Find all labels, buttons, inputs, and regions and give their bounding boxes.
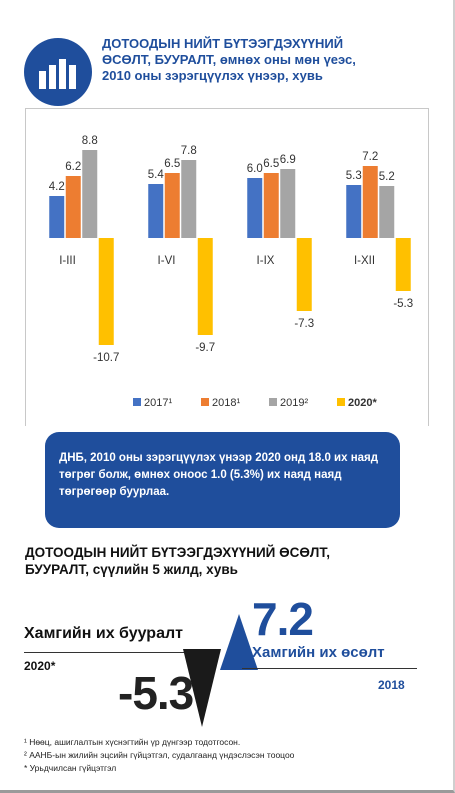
bar-2018-I-III bbox=[65, 176, 81, 238]
data-label: 6.9 bbox=[280, 154, 296, 166]
legend-label-2017: 2017¹ bbox=[144, 397, 172, 409]
max-decline-value: -5.3 bbox=[118, 667, 194, 719]
divider-line bbox=[24, 652, 216, 653]
data-label: -5.3 bbox=[393, 298, 413, 310]
bar-2020-I-IX bbox=[296, 238, 312, 311]
category-label: I-VI bbox=[158, 255, 176, 267]
bar-chart-icon bbox=[24, 38, 92, 106]
data-label: 8.8 bbox=[82, 135, 98, 147]
legend-swatch-2017 bbox=[133, 398, 141, 406]
data-label: 6.5 bbox=[263, 158, 279, 170]
bar-2019-I-VI bbox=[181, 160, 197, 238]
footnote-1: ¹ Нөөц, ашиглалтын хүснэгтийн үр дүнгээр… bbox=[24, 737, 241, 747]
data-label: 6.0 bbox=[247, 163, 263, 175]
category-label: I-XII bbox=[354, 255, 375, 267]
data-label: 5.4 bbox=[148, 169, 165, 181]
summary-callout: ДНБ, 2010 оны зэрэгцүүлэх үнээр 2020 онд… bbox=[45, 432, 400, 528]
down-triangle-icon bbox=[183, 649, 221, 727]
data-label: 6.5 bbox=[164, 158, 180, 170]
max-growth-value: 7.2 bbox=[252, 593, 314, 645]
bar-2018-I-XII bbox=[362, 166, 378, 238]
legend-swatch-2018 bbox=[201, 398, 209, 406]
data-label: 7.8 bbox=[181, 145, 197, 157]
bar-2017-I-XII bbox=[346, 185, 362, 238]
bar-2017-I-VI bbox=[148, 184, 164, 238]
max-growth-label: Хамгийн их өсөлт bbox=[252, 644, 385, 661]
bar-2019-I-IX bbox=[280, 169, 296, 238]
category-label: I-III bbox=[59, 255, 76, 267]
data-label: 6.2 bbox=[65, 161, 81, 173]
header-title-line-1: ДОТООДЫН НИЙТ БҮТЭЭГДЭХҮҮНИЙ bbox=[102, 36, 344, 51]
footnote-3: * Урьдчилсан гүйцэтгэл bbox=[24, 763, 117, 773]
divider-line bbox=[242, 668, 417, 669]
bar-2020-I-VI bbox=[197, 238, 213, 335]
legend-swatch-2020 bbox=[337, 398, 345, 406]
bar-2018-I-VI bbox=[164, 173, 180, 238]
data-label: 4.2 bbox=[49, 181, 65, 193]
chart-panel bbox=[25, 108, 429, 426]
bar-2019-I-III bbox=[82, 150, 98, 238]
footnote-2: ² ААНБ-ын жилийн эцсийн гүйцэтгэл, судал… bbox=[24, 750, 295, 760]
callout-text: ДНБ, 2010 оны зэрэгцүүлэх үнээр 2020 онд… bbox=[59, 452, 379, 498]
data-label: 5.3 bbox=[346, 170, 362, 182]
category-label: I-IX bbox=[257, 255, 275, 267]
data-label: -9.7 bbox=[195, 342, 215, 354]
max-growth-year: 2018 bbox=[378, 678, 405, 692]
header-title-line-2: ӨСӨЛТ, БУУРАЛТ, өмнөх оны мөн үеэс, bbox=[102, 52, 356, 67]
max-decline-label: Хамгийн их бууралт bbox=[24, 625, 183, 642]
bar-2020-I-III bbox=[98, 238, 114, 345]
data-label: 5.2 bbox=[379, 171, 395, 183]
legend-label-2019: 2019² bbox=[280, 397, 308, 409]
bar-2017-I-III bbox=[49, 196, 65, 238]
section-title-line-1: ДОТООДЫН НИЙТ БҮТЭЭГДЭХҮҮНИЙ ӨСӨЛТ, bbox=[25, 545, 331, 560]
max-decline-year: 2020* bbox=[24, 659, 56, 673]
data-label: -7.3 bbox=[294, 318, 314, 330]
section-title-line-2: БУУРАЛТ, сүүлийн 5 жилд, хувь bbox=[25, 562, 238, 577]
bar-2018-I-IX bbox=[263, 173, 279, 238]
legend-label-2018: 2018¹ bbox=[212, 397, 240, 409]
legend-swatch-2019 bbox=[269, 398, 277, 406]
bar-2019-I-XII bbox=[379, 186, 395, 238]
footnotes: ¹ Нөөц, ашиглалтын хүснэгтийн үр дүнгээр… bbox=[24, 736, 294, 775]
data-label: 7.2 bbox=[362, 151, 378, 163]
header-title: ДОТООДЫН НИЙТ БҮТЭЭГДЭХҮҮНИЙ ӨСӨЛТ, БУУР… bbox=[102, 36, 447, 84]
legend-label-2020: 2020* bbox=[348, 397, 377, 409]
data-label: -10.7 bbox=[93, 352, 119, 364]
bar-2017-I-IX bbox=[247, 178, 263, 238]
up-triangle-icon bbox=[220, 614, 258, 670]
header-title-line-3: 2010 оны зэрэгцүүлэх үнээр, хувь bbox=[102, 68, 323, 83]
section-title: ДОТООДЫН НИЙТ БҮТЭЭГДЭХҮҮНИЙ ӨСӨЛТ, БУУР… bbox=[25, 544, 435, 578]
bar-2020-I-XII bbox=[395, 238, 411, 291]
